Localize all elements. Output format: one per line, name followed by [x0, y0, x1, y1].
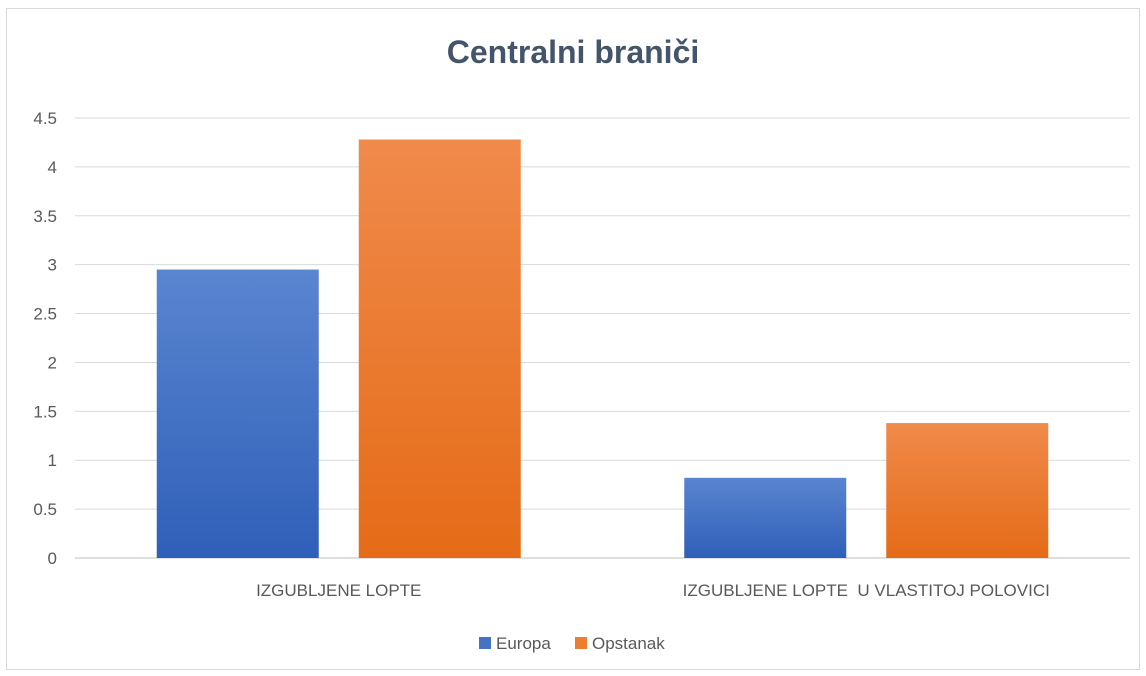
x-category-label: IZGUBLJENE LOPTE — [256, 581, 421, 600]
x-category-label: IZGUBLJENE LOPTE U VLASTITOJ POLOVICI — [683, 581, 1050, 600]
legend-label-opstanak: Opstanak — [592, 634, 665, 653]
bar-opstanak-1 — [358, 139, 521, 558]
y-tick-label: 4.5 — [33, 109, 57, 128]
y-tick-label: 3 — [48, 256, 57, 275]
legend-swatch-opstanak — [575, 637, 587, 649]
bar-europa-1 — [156, 269, 319, 558]
y-tick-label: 4 — [48, 158, 57, 177]
legend-label-europa: Europa — [496, 634, 551, 653]
y-tick-label: 0.5 — [33, 500, 57, 519]
y-tick-label: 1.5 — [33, 402, 57, 421]
bar-opstanak-2 — [886, 423, 1049, 558]
y-tick-label: 2 — [48, 353, 57, 372]
bar-europa-2 — [684, 477, 847, 558]
y-tick-label: 0 — [48, 549, 57, 568]
y-tick-label: 3.5 — [33, 207, 57, 226]
legend-swatch-europa — [479, 637, 491, 649]
y-tick-label: 1 — [48, 451, 57, 470]
y-tick-label: 2.5 — [33, 305, 57, 324]
chart-title: Centralni braniči — [446, 34, 700, 70]
